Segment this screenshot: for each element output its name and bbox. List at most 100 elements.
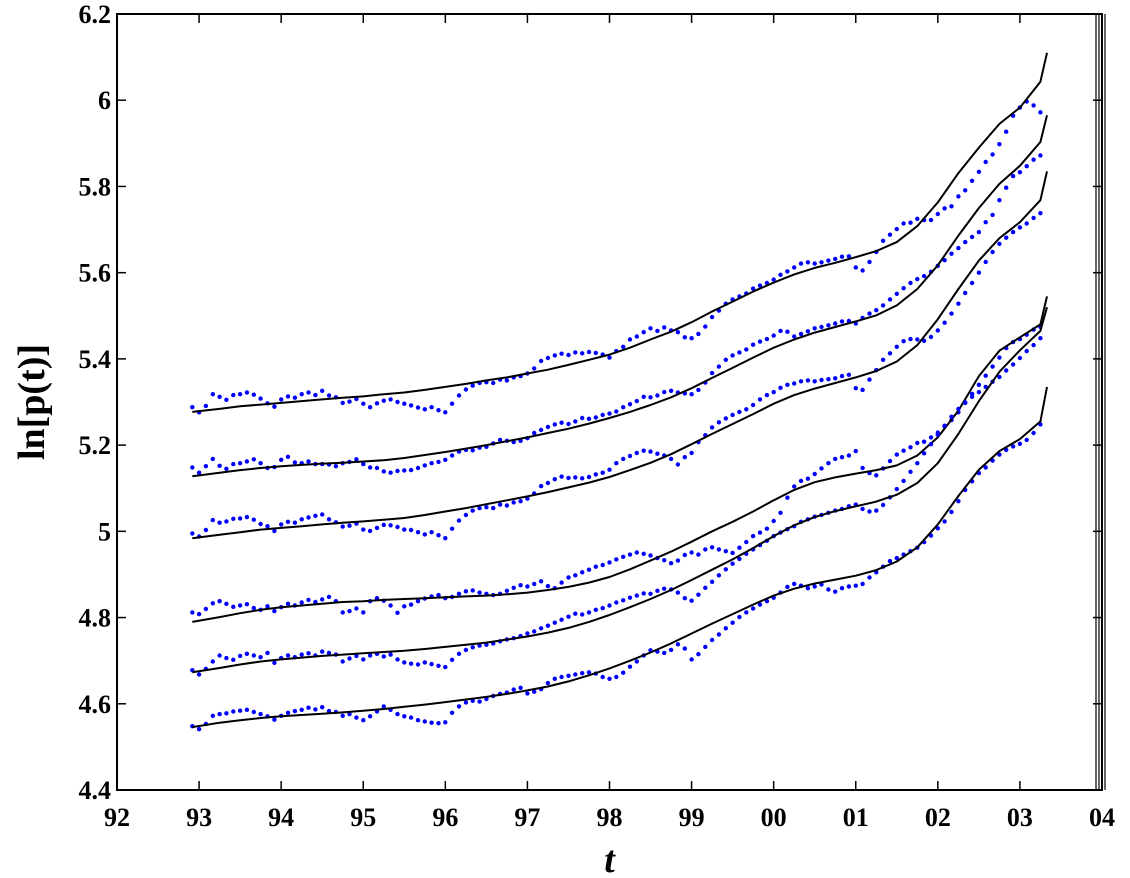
data-point xyxy=(730,412,735,418)
data-point xyxy=(217,653,222,658)
data-point xyxy=(593,472,598,477)
data-point xyxy=(532,689,537,694)
data-point xyxy=(812,326,817,331)
data-point xyxy=(422,407,427,412)
data-point xyxy=(580,612,585,617)
data-point xyxy=(279,522,284,527)
data-point xyxy=(395,610,400,615)
data-point xyxy=(792,381,797,386)
data-point xyxy=(443,410,448,415)
data-point xyxy=(792,581,797,587)
data-point xyxy=(1004,129,1009,134)
data-point xyxy=(1010,229,1016,235)
data-point xyxy=(422,719,427,724)
data-point xyxy=(347,399,352,404)
data-point xyxy=(634,593,639,598)
data-point xyxy=(621,554,626,559)
x-axis: 92 93 94 95 96 97 98 99 00 01 02 03 04 xyxy=(104,14,1115,832)
data-point xyxy=(908,336,913,342)
data-point xyxy=(833,321,838,326)
data-point xyxy=(921,338,927,343)
fit-line xyxy=(192,296,1048,623)
data-point xyxy=(860,387,865,393)
data-point xyxy=(709,579,715,584)
data-point xyxy=(532,581,537,587)
data-point xyxy=(949,311,954,316)
data-point xyxy=(709,314,715,320)
data-point xyxy=(983,259,988,265)
data-point xyxy=(621,598,626,603)
data-point xyxy=(586,610,592,615)
data-point xyxy=(504,378,510,383)
data-point xyxy=(949,204,954,209)
data-point xyxy=(525,691,530,696)
data-point xyxy=(792,334,797,339)
data-point xyxy=(614,674,619,680)
fit-line xyxy=(192,115,1048,478)
data-point xyxy=(880,502,886,508)
data-point xyxy=(374,401,380,406)
data-point xyxy=(292,460,298,465)
data-point xyxy=(299,652,304,657)
data-point xyxy=(757,530,763,535)
data-point xyxy=(956,406,961,412)
data-point xyxy=(395,657,400,662)
data-point xyxy=(552,477,557,482)
data-point xyxy=(634,334,639,339)
data-point xyxy=(668,561,674,566)
data-point xyxy=(258,396,263,401)
data-point xyxy=(675,558,681,563)
data-point xyxy=(983,220,988,225)
data-point xyxy=(730,620,735,625)
data-point xyxy=(1024,221,1029,226)
data-point xyxy=(395,711,400,717)
x-tick-label: 03 xyxy=(1007,803,1033,832)
data-point xyxy=(395,524,400,530)
data-point xyxy=(792,265,797,270)
data-point xyxy=(976,389,982,395)
data-point xyxy=(367,653,373,658)
data-point xyxy=(915,216,920,221)
data-point xyxy=(217,599,222,604)
data-point xyxy=(805,476,811,481)
data-point xyxy=(928,435,934,440)
data-point xyxy=(518,499,523,504)
data-point xyxy=(744,539,749,545)
data-point xyxy=(908,469,913,474)
series-5 xyxy=(190,306,1048,677)
data-point xyxy=(244,514,250,520)
data-point xyxy=(730,353,735,358)
series-2 xyxy=(190,115,1048,478)
data-point xyxy=(956,301,961,306)
data-point xyxy=(723,357,728,362)
data-point xyxy=(463,387,469,392)
data-point xyxy=(655,451,660,456)
data-point xyxy=(538,483,544,489)
data-point xyxy=(217,394,222,399)
data-point xyxy=(819,377,824,383)
data-point xyxy=(723,549,728,554)
data-point xyxy=(415,465,421,471)
data-point xyxy=(559,617,564,622)
data-point xyxy=(566,421,571,427)
data-point xyxy=(388,470,393,475)
data-point xyxy=(299,517,304,522)
data-point xyxy=(860,268,865,273)
data-point xyxy=(443,664,448,670)
data-point xyxy=(621,456,626,462)
data-point xyxy=(696,592,701,597)
y-tick-label: 4.8 xyxy=(79,604,112,633)
data-point xyxy=(641,394,646,399)
data-point xyxy=(764,336,770,342)
data-point xyxy=(272,528,277,534)
data-point xyxy=(737,614,742,620)
data-point xyxy=(627,664,633,669)
y-tick-label: 5.4 xyxy=(79,345,112,374)
data-point xyxy=(716,364,722,369)
data-point xyxy=(908,445,913,450)
data-point xyxy=(449,710,455,715)
data-point xyxy=(436,721,441,726)
data-point xyxy=(545,355,551,361)
data-point xyxy=(552,353,557,358)
data-point xyxy=(559,674,564,680)
